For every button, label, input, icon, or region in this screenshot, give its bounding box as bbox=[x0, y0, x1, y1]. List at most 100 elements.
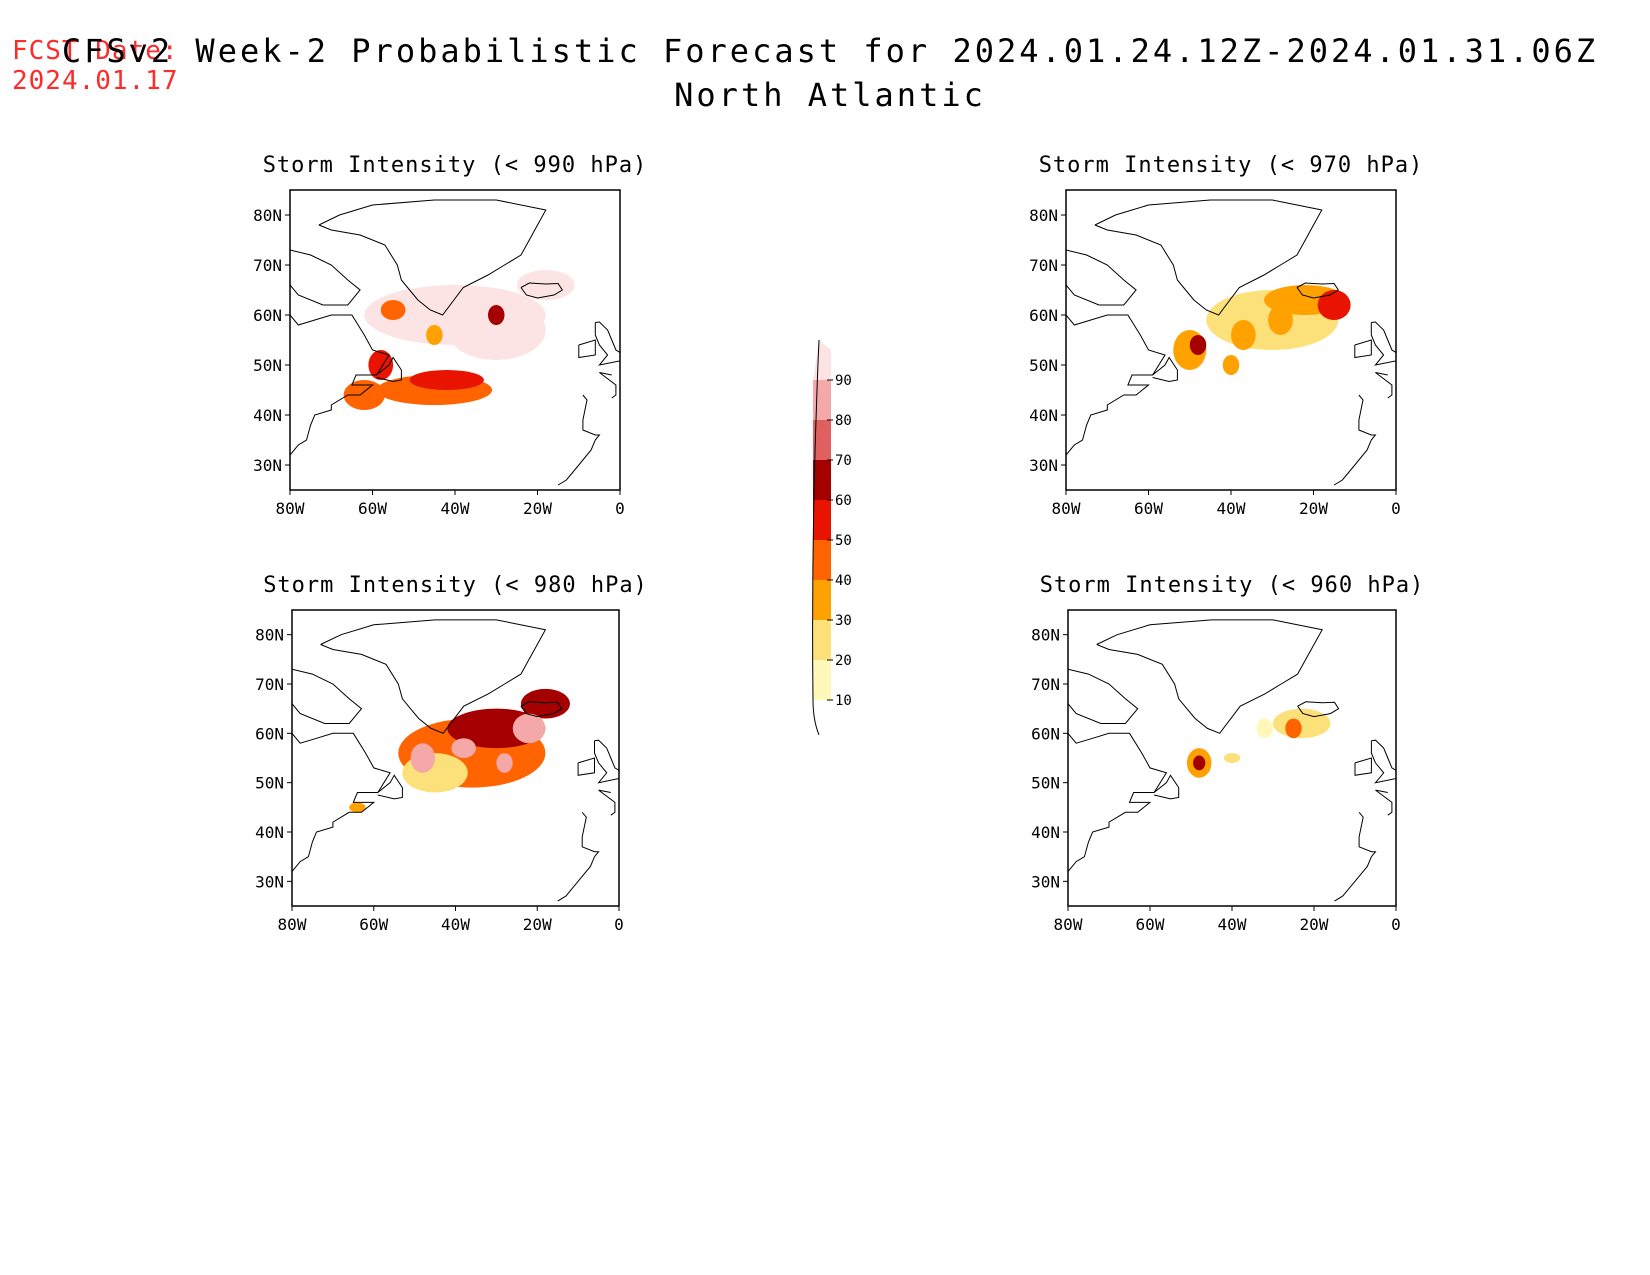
colorbar-band bbox=[813, 460, 831, 500]
lat-tick-label: 50N bbox=[253, 356, 282, 375]
lon-tick-label: 60W bbox=[1136, 915, 1165, 934]
coastline bbox=[290, 249, 361, 306]
coastline bbox=[320, 619, 547, 734]
lat-tick-label: 30N bbox=[255, 872, 284, 891]
probability-blob bbox=[1231, 320, 1256, 350]
coastline bbox=[1152, 356, 1178, 383]
page-subtitle: North Atlantic bbox=[674, 76, 986, 114]
panel-title: Storm Intensity (< 970 hPa) bbox=[1039, 153, 1424, 178]
probability-blob bbox=[1273, 708, 1331, 739]
lat-tick-label: 60N bbox=[1029, 306, 1058, 325]
panel-field bbox=[292, 619, 619, 902]
lon-tick-label: 40W bbox=[1218, 915, 1247, 934]
coastline bbox=[1096, 619, 1323, 734]
panel-title: Storm Intensity (< 990 hPa) bbox=[263, 153, 648, 178]
coastline bbox=[1354, 757, 1372, 776]
probability-blob bbox=[1223, 753, 1241, 763]
lat-tick-label: 50N bbox=[1031, 774, 1060, 793]
lon-tick-label: 0 bbox=[614, 915, 624, 934]
lat-tick-label: 70N bbox=[1031, 675, 1060, 694]
lat-tick-label: 50N bbox=[1029, 356, 1058, 375]
colorbar-label: 90 bbox=[835, 373, 852, 389]
coastline bbox=[1354, 339, 1372, 359]
lon-tick-label: 20W bbox=[523, 915, 552, 934]
colorbar-band bbox=[813, 660, 831, 700]
probability-blob bbox=[512, 713, 546, 744]
colorbar-legend: 10 20 30 40 50 60 70 80 90 bbox=[812, 339, 852, 736]
colorbar-label: 50 bbox=[835, 533, 852, 549]
lat-tick-label: 80N bbox=[253, 206, 282, 225]
colorbar-label: 20 bbox=[835, 653, 852, 669]
lon-tick-label: 0 bbox=[1391, 915, 1401, 934]
coastline bbox=[376, 356, 402, 383]
map-panel-4: Storm Intensity (< 960 hPa) 80W 60W 40W 20W 0… bbox=[1031, 573, 1425, 934]
lon-tick-label: 40W bbox=[1217, 499, 1246, 518]
fcst-date-label: FCST Date: bbox=[12, 36, 179, 66]
colorbar-band bbox=[813, 620, 831, 660]
coastline bbox=[377, 774, 403, 800]
coastline bbox=[1066, 314, 1166, 480]
lat-tick-label: 40N bbox=[1029, 406, 1058, 425]
colorbar-band bbox=[813, 420, 831, 460]
coastline bbox=[1370, 321, 1396, 366]
lon-tick-label: 60W bbox=[359, 915, 388, 934]
coastline bbox=[598, 789, 616, 816]
probability-blob bbox=[496, 753, 513, 773]
coastline bbox=[1375, 789, 1393, 816]
lat-tick-label: 50N bbox=[255, 774, 284, 793]
colorbar-band bbox=[813, 380, 831, 420]
lat-tick-label: 30N bbox=[1029, 456, 1058, 475]
colorbar-band bbox=[813, 580, 831, 620]
colorbar-label: 40 bbox=[835, 573, 852, 589]
colorbar-label: 80 bbox=[835, 413, 852, 429]
coastline bbox=[594, 321, 620, 366]
probability-blob bbox=[488, 305, 505, 325]
coastline bbox=[1370, 739, 1396, 784]
coastline bbox=[290, 314, 390, 480]
lat-tick-label: 70N bbox=[253, 256, 282, 275]
lat-tick-label: 40N bbox=[1031, 823, 1060, 842]
lat-tick-label: 80N bbox=[1029, 206, 1058, 225]
probability-blob bbox=[409, 370, 484, 390]
lon-tick-label: 0 bbox=[615, 499, 625, 518]
lon-tick-label: 60W bbox=[1134, 499, 1163, 518]
lon-tick-label: 0 bbox=[1391, 499, 1401, 518]
lat-tick-label: 60N bbox=[253, 306, 282, 325]
lon-tick-label: 40W bbox=[441, 499, 470, 518]
probability-blob bbox=[1317, 290, 1351, 320]
coastline bbox=[520, 282, 563, 299]
probability-blob bbox=[1268, 305, 1293, 335]
coastline bbox=[594, 739, 619, 784]
lon-tick-label: 80W bbox=[1054, 915, 1083, 934]
coastline bbox=[1068, 732, 1168, 897]
lat-tick-label: 60N bbox=[255, 724, 284, 743]
probability-blob bbox=[380, 300, 406, 320]
lon-tick-label: 80W bbox=[1052, 499, 1081, 518]
probability-blob bbox=[349, 802, 366, 813]
panel-title: Storm Intensity (< 960 hPa) bbox=[1040, 573, 1425, 598]
coastline bbox=[557, 394, 601, 486]
lat-tick-label: 40N bbox=[253, 406, 282, 425]
fcst-date-block: FCST Date: 2024.01.17 bbox=[12, 36, 179, 96]
coastline bbox=[1333, 394, 1377, 486]
probability-blob bbox=[1189, 335, 1207, 355]
colorbar-band bbox=[813, 540, 831, 580]
probability-blob bbox=[1285, 718, 1302, 739]
coastline bbox=[599, 372, 617, 399]
panel-field bbox=[1066, 199, 1396, 486]
colorbar-band bbox=[813, 340, 831, 380]
map-panel-1: Storm Intensity (< 990 hPa) 80W 60W 40W 20W 0… bbox=[253, 153, 648, 518]
lat-tick-label: 70N bbox=[255, 675, 284, 694]
fcst-date-value: 2024.01.17 bbox=[12, 66, 179, 96]
coastline bbox=[1068, 668, 1139, 724]
coastline bbox=[292, 732, 391, 897]
lon-tick-label: 20W bbox=[523, 499, 552, 518]
probability-blob bbox=[343, 380, 385, 410]
probability-blob bbox=[426, 325, 443, 345]
colorbar-label: 30 bbox=[835, 613, 852, 629]
title-block: CFSv2 Week-2 Probabilistic Forecast for … bbox=[0, 32, 1650, 114]
probability-blob bbox=[451, 738, 476, 759]
panel-title: Storm Intensity (< 980 hPa) bbox=[263, 573, 648, 598]
coastline bbox=[1297, 701, 1340, 718]
